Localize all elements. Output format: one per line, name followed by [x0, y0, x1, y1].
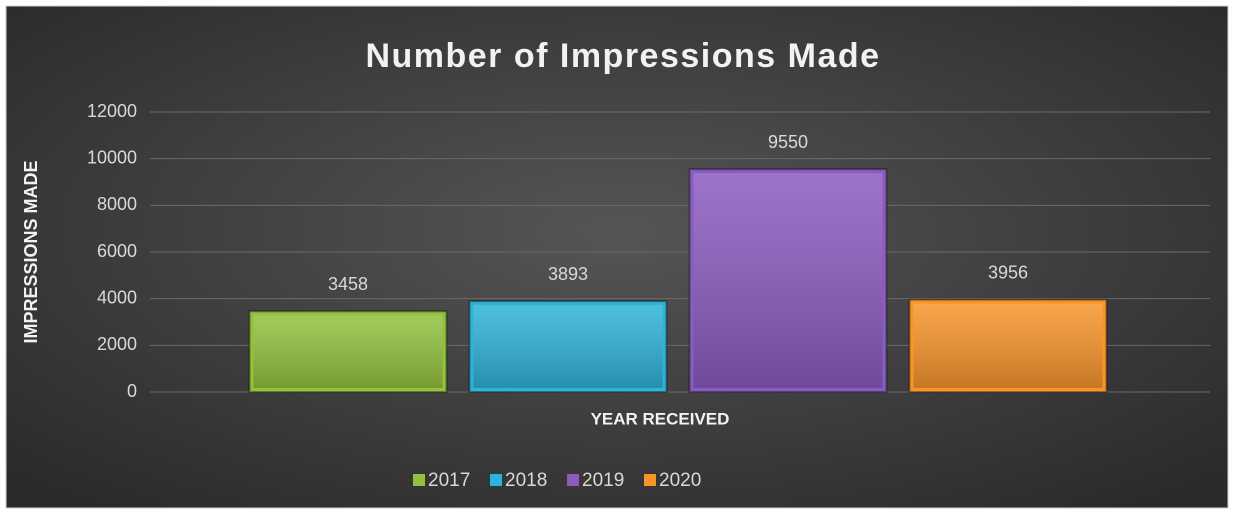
y-axis-title: IMPRESSIONS MADE	[21, 160, 41, 343]
y-tick-label: 8000	[97, 194, 137, 214]
y-tick-label: 4000	[97, 287, 137, 307]
bar-shade	[473, 305, 663, 388]
legend-marker	[567, 474, 579, 486]
bar-shade	[913, 303, 1103, 388]
chart-title: Number of Impressions Made	[365, 37, 880, 75]
x-axis-title: YEAR RECEIVED	[591, 409, 730, 428]
data-label: 3956	[988, 262, 1028, 282]
y-tick-label: 0	[127, 381, 137, 401]
y-tick-label: 12000	[87, 101, 137, 121]
legend-marker	[490, 474, 502, 486]
bar-shade	[253, 315, 443, 388]
data-label: 3893	[548, 264, 588, 284]
legend-label: 2017	[428, 470, 470, 491]
bar-shade	[693, 173, 883, 388]
legend-marker	[644, 474, 656, 486]
legend-label: 2018	[505, 470, 547, 491]
y-tick-label: 6000	[97, 241, 137, 261]
y-tick-label: 2000	[97, 334, 137, 354]
chart-background	[5, 5, 1229, 509]
y-tick-label: 10000	[87, 147, 137, 167]
legend-marker	[413, 474, 425, 486]
legend-label: 2020	[659, 470, 701, 491]
data-label: 3458	[328, 274, 368, 294]
legend-label: 2019	[582, 470, 624, 491]
data-label: 9550	[768, 132, 808, 152]
